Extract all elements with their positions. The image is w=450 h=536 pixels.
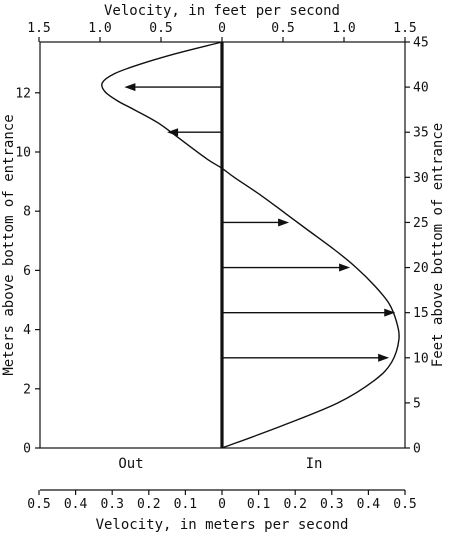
left-axis-tick-label: 12 [15,86,31,101]
right-axis-tick-label: 15 [413,306,429,321]
right-axis-tick-label: 45 [413,36,429,51]
bottom-axis-tick-label: 0.1 [174,497,197,512]
left-axis-tick-label: 0 [23,442,31,457]
velocity-arrow [124,83,222,92]
top-axis-tick-label: 1.0 [332,21,355,36]
right-axis-tick-label: 0 [413,442,421,457]
top-axis-tick-label: 0 [218,21,226,36]
bottom-axis-tick-label: 0.2 [137,497,160,512]
velocity-arrow [222,218,290,227]
bottom-axis-tick-label: 0.4 [357,497,381,512]
velocity-arrow-head [167,128,179,137]
right-axis-tick-label: 30 [413,171,429,186]
right-axis-tick-label: 35 [413,126,429,141]
bottom-axis-title: Velocity, in meters per second [96,517,349,533]
bottom-axis-tick-label: 0.3 [100,497,123,512]
top-axis-tick-label: 1.0 [88,21,111,36]
velocity-arrow [167,128,222,137]
out-label: Out [118,456,143,472]
right-axis-title: Feet above bottom of entrance [430,123,446,367]
bottom-axis-tick-label: 0.1 [247,497,270,512]
left-axis-tick-label: 4 [23,323,31,338]
in-label: In [306,456,323,472]
right-axis-tick-label: 40 [413,81,429,96]
bottom-axis-tick-label: 0.3 [320,497,343,512]
bottom-axis-tick-label: 0.5 [27,497,50,512]
right-axis-tick-label: 5 [413,396,421,411]
top-axis-tick-label: 1.5 [27,21,50,36]
right-axis-tick-label: 20 [413,261,429,276]
bottom-axis-tick-label: 0.4 [64,497,88,512]
top-axis-tick-label: 0.5 [149,21,172,36]
velocity-arrow [222,353,390,362]
top-axis-title: Velocity, in feet per second [104,3,340,19]
left-axis-tick-label: 2 [23,382,31,397]
velocity-arrow [222,308,396,317]
top-axis-tick-label: 0.5 [271,21,294,36]
velocity-arrow-head [384,308,396,317]
bottom-axis-tick-label: 0.2 [283,497,306,512]
left-axis-tick-label: 6 [23,264,31,279]
bottom-axis-tick-label: 0 [218,497,226,512]
left-axis-tick-label: 10 [15,145,31,160]
left-axis-title: Meters above bottom of entrance [1,114,17,375]
bottom-axis-tick-label: 0.5 [393,497,416,512]
velocity-arrow-head [339,263,351,272]
velocity-profile-curve [101,41,400,449]
right-axis-tick-label: 10 [413,351,429,366]
left-axis-tick-label: 8 [23,205,31,220]
velocity-arrow-head [124,83,136,92]
top-axis-tick-label: 1.5 [393,21,416,36]
velocity-arrow-head [278,218,290,227]
right-axis-tick-label: 25 [413,216,429,231]
velocity-arrow-head [378,353,390,362]
velocity-arrow [222,263,351,272]
